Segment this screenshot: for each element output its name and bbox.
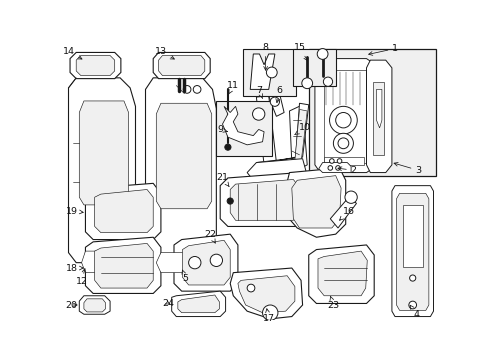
Polygon shape — [318, 163, 350, 172]
Polygon shape — [153, 53, 210, 78]
Circle shape — [337, 159, 341, 163]
Polygon shape — [182, 240, 230, 285]
Text: 4: 4 — [409, 305, 419, 319]
Polygon shape — [156, 253, 202, 273]
Polygon shape — [291, 176, 341, 228]
Bar — [216, 101, 271, 156]
Text: 10: 10 — [294, 123, 310, 135]
Text: 14: 14 — [62, 47, 82, 59]
Bar — [293, 49, 336, 86]
Polygon shape — [314, 59, 377, 172]
Polygon shape — [84, 299, 105, 312]
Circle shape — [344, 191, 357, 203]
Polygon shape — [220, 172, 310, 226]
Polygon shape — [85, 237, 161, 293]
Polygon shape — [222, 106, 264, 145]
Text: 13: 13 — [155, 47, 174, 59]
Text: 15: 15 — [293, 43, 307, 60]
Polygon shape — [289, 105, 306, 170]
Text: 8: 8 — [262, 43, 268, 70]
Text: 16: 16 — [339, 207, 354, 220]
Polygon shape — [76, 55, 115, 76]
Text: 21: 21 — [216, 174, 228, 186]
Polygon shape — [70, 53, 121, 78]
Circle shape — [252, 108, 264, 120]
Bar — [243, 49, 295, 95]
Circle shape — [335, 112, 350, 128]
Polygon shape — [158, 55, 204, 76]
Circle shape — [317, 49, 327, 59]
Polygon shape — [376, 89, 381, 128]
Polygon shape — [256, 103, 308, 163]
Circle shape — [323, 77, 332, 86]
Text: 6: 6 — [275, 86, 282, 103]
Bar — [308, 49, 435, 176]
Text: 24: 24 — [163, 299, 174, 308]
Polygon shape — [230, 180, 301, 220]
Text: 18: 18 — [65, 264, 83, 273]
Polygon shape — [81, 251, 123, 273]
Polygon shape — [285, 168, 345, 237]
Text: 3: 3 — [393, 162, 420, 175]
Polygon shape — [171, 291, 225, 316]
Circle shape — [262, 305, 277, 320]
Circle shape — [333, 133, 353, 153]
Polygon shape — [308, 245, 373, 303]
Polygon shape — [95, 189, 153, 233]
Circle shape — [226, 198, 233, 204]
Polygon shape — [246, 159, 306, 180]
Text: 7: 7 — [256, 86, 262, 98]
Text: 19: 19 — [65, 207, 83, 216]
Polygon shape — [174, 234, 238, 291]
Circle shape — [246, 284, 254, 292]
Polygon shape — [372, 82, 384, 155]
Text: 17: 17 — [262, 309, 274, 323]
Polygon shape — [402, 205, 422, 266]
Text: 22: 22 — [204, 230, 216, 243]
Polygon shape — [268, 93, 284, 116]
Circle shape — [408, 301, 416, 309]
Polygon shape — [396, 193, 428, 310]
Polygon shape — [95, 243, 153, 288]
Polygon shape — [256, 95, 276, 165]
Text: 12: 12 — [76, 269, 87, 287]
Circle shape — [335, 166, 340, 170]
Text: 20: 20 — [65, 301, 78, 310]
Polygon shape — [178, 295, 219, 313]
Polygon shape — [391, 186, 432, 316]
Text: 2: 2 — [337, 166, 356, 175]
Text: 1: 1 — [368, 44, 397, 55]
Polygon shape — [250, 54, 274, 89]
Text: 9: 9 — [217, 125, 227, 134]
Circle shape — [327, 166, 332, 170]
Circle shape — [266, 67, 277, 78]
Circle shape — [183, 86, 190, 93]
Circle shape — [210, 254, 222, 266]
Polygon shape — [238, 276, 294, 313]
Circle shape — [337, 138, 348, 149]
Circle shape — [409, 275, 415, 281]
Polygon shape — [230, 268, 302, 319]
Polygon shape — [145, 78, 216, 263]
Circle shape — [188, 256, 201, 269]
Polygon shape — [79, 296, 110, 314]
Circle shape — [329, 159, 333, 163]
Polygon shape — [79, 101, 128, 205]
Text: 11: 11 — [227, 81, 239, 94]
Polygon shape — [156, 103, 211, 209]
Polygon shape — [329, 197, 356, 228]
Polygon shape — [262, 109, 306, 166]
Polygon shape — [85, 183, 161, 239]
Circle shape — [301, 78, 312, 89]
Circle shape — [270, 97, 279, 106]
Polygon shape — [68, 78, 135, 263]
Circle shape — [193, 86, 201, 93]
Circle shape — [224, 144, 230, 150]
Text: 23: 23 — [326, 296, 339, 310]
Polygon shape — [324, 157, 364, 165]
Circle shape — [329, 106, 357, 134]
Text: 5: 5 — [182, 270, 188, 283]
Polygon shape — [366, 60, 391, 172]
Polygon shape — [317, 251, 366, 296]
